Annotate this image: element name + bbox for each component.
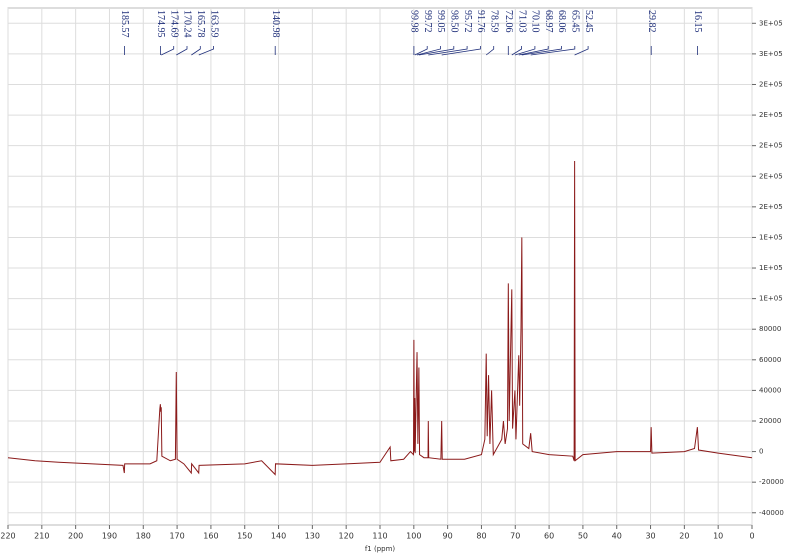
peak-label: 99.05 xyxy=(435,10,446,33)
peak-label: 68.06 xyxy=(556,10,567,33)
peak-label: 140.98 xyxy=(270,10,281,38)
peak-leader xyxy=(414,46,428,56)
y-tick-label: 1E+05 xyxy=(759,233,783,241)
x-tick-label: 0 xyxy=(749,532,754,541)
peak-label: 174.69 xyxy=(168,10,179,38)
x-tick-label: 140 xyxy=(271,532,286,541)
x-tick-label: 210 xyxy=(34,532,49,541)
peak-leader xyxy=(514,46,536,56)
peak-leader xyxy=(198,46,214,56)
x-axis-label: f1 (ppm) xyxy=(365,545,396,553)
peak-label: 98.50 xyxy=(449,10,460,33)
peak-leader xyxy=(176,46,188,56)
peak-label: 165.78 xyxy=(195,10,206,38)
x-tick-label: 60 xyxy=(544,532,554,541)
y-tick-label: 0 xyxy=(759,448,763,456)
peak-label: 52.45 xyxy=(583,10,594,33)
y-tick-label: 3E+05 xyxy=(759,50,783,58)
peak-label: 95.72 xyxy=(462,10,473,33)
peak-leader xyxy=(530,46,576,56)
peak-leader xyxy=(485,46,495,56)
y-tick-label: 1E+05 xyxy=(759,264,783,272)
peak-label: 29.82 xyxy=(646,10,657,33)
peak-label: 65.45 xyxy=(570,10,581,33)
x-tick-label: 40 xyxy=(612,532,622,541)
peak-leader xyxy=(518,46,549,56)
x-tick-label: 180 xyxy=(136,532,151,541)
peak-label: 16.15 xyxy=(692,10,703,33)
x-tick-label: 170 xyxy=(169,532,184,541)
peak-label: 170.24 xyxy=(182,10,193,38)
peak-leader xyxy=(511,46,522,56)
peak-label: 68.97 xyxy=(543,10,554,33)
y-tick-label: 2E+05 xyxy=(759,172,783,180)
x-tick-label: 110 xyxy=(372,532,387,541)
x-tick-label: 190 xyxy=(102,532,117,541)
x-tick-label: 30 xyxy=(645,532,655,541)
peak-label: 99.72 xyxy=(422,10,433,33)
x-tick-label: 100 xyxy=(406,532,421,541)
y-tick-label: -40000 xyxy=(759,509,784,517)
y-tick-label: 3E+05 xyxy=(759,19,783,27)
y-tick-label: 80000 xyxy=(759,325,781,333)
x-tick-label: 10 xyxy=(713,532,723,541)
y-tick-label: 20000 xyxy=(759,417,781,425)
peak-label: 71.03 xyxy=(516,10,527,33)
peak-label: 174.95 xyxy=(155,10,166,38)
x-tick-label: 150 xyxy=(237,532,252,541)
peak-label: 72.06 xyxy=(503,10,514,33)
x-tick-label: 80 xyxy=(476,532,486,541)
x-tick-label: 130 xyxy=(305,532,320,541)
peak-leader xyxy=(574,46,589,56)
peak-leader xyxy=(191,46,201,56)
x-tick-label: 120 xyxy=(339,532,354,541)
x-tick-label: 200 xyxy=(68,532,83,541)
y-tick-label: 2E+05 xyxy=(759,80,783,88)
peak-leader xyxy=(521,46,562,56)
peak-label: 91.76 xyxy=(475,10,486,33)
peak-leader xyxy=(418,46,455,56)
y-tick-label: 2E+05 xyxy=(759,203,783,211)
x-tick-label: 50 xyxy=(578,532,588,541)
x-tick-label: 20 xyxy=(679,532,689,541)
x-tick-label: 220 xyxy=(0,532,15,541)
spectrum-line xyxy=(7,160,753,476)
peak-label: 70.10 xyxy=(530,10,541,33)
y-tick-label: 60000 xyxy=(759,356,781,364)
peak-label: 185.57 xyxy=(119,10,130,38)
peak-leader xyxy=(441,46,481,56)
peak-leader xyxy=(161,46,175,56)
x-tick-label: 160 xyxy=(203,532,218,541)
peak-label: 99.98 xyxy=(409,10,420,33)
y-tick-label: 2E+05 xyxy=(759,142,783,150)
x-tick-label: 90 xyxy=(443,532,453,541)
peak-leader xyxy=(428,46,468,56)
y-tick-label: -20000 xyxy=(759,478,784,486)
peak-label: 163.59 xyxy=(208,10,219,38)
y-tick-label: 40000 xyxy=(759,386,781,394)
peak-label: 78.59 xyxy=(488,10,499,33)
y-tick-label: 1E+05 xyxy=(759,295,783,303)
y-tick-label: 2E+05 xyxy=(759,111,783,119)
x-tick-label: 70 xyxy=(510,532,520,541)
peak-leader xyxy=(416,46,441,56)
